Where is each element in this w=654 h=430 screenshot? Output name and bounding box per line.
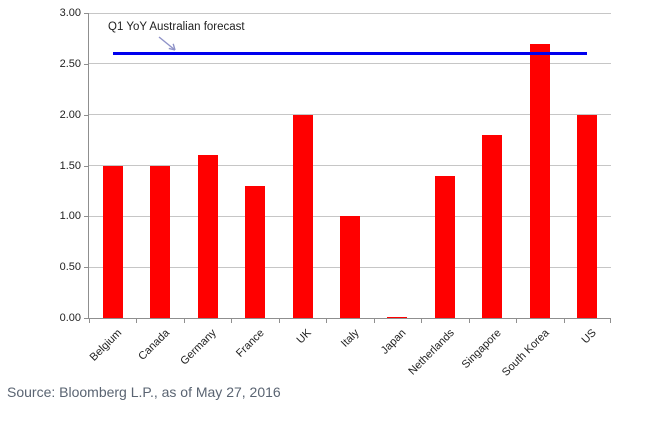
x-tick-mark: [89, 318, 90, 323]
bar: [102, 165, 123, 318]
bar: [434, 175, 455, 318]
bar: [482, 135, 503, 318]
x-category-label: Canada: [135, 327, 172, 363]
gridline: [89, 165, 611, 166]
x-category-label: Japan: [379, 327, 409, 357]
y-tick-label: 1.00: [59, 210, 81, 223]
y-tick-mark: [84, 216, 89, 218]
y-tick-mark: [84, 13, 89, 14]
x-category-label: France: [233, 327, 267, 360]
bar: [340, 216, 360, 318]
x-category-label: UK: [294, 327, 315, 347]
y-tick-mark: [84, 318, 89, 319]
bar: [387, 316, 408, 318]
x-category-label: Netherlands: [405, 327, 457, 378]
annotation-arrow-icon: [158, 36, 176, 51]
bar: [150, 165, 171, 318]
x-tick-mark: [231, 318, 233, 323]
x-category-label: South Korea: [499, 327, 552, 379]
x-tick-mark: [136, 318, 138, 323]
bar: [245, 185, 266, 318]
x-category-label: Belgium: [87, 327, 125, 364]
y-tick-mark: [84, 267, 89, 269]
gridline: [89, 12, 611, 14]
gridline: [89, 63, 611, 65]
x-tick-mark: [610, 318, 611, 323]
plot-area: 0.00 0.50 1.00 1.50 2.00 2.50 3.00 Belgium Canad…: [60, 7, 611, 379]
gridline: [89, 114, 611, 116]
x-tick-mark: [563, 318, 565, 323]
y-tick-label: 0.50: [59, 261, 81, 274]
x-category-label: Germany: [178, 327, 220, 368]
x-tick-mark: [468, 318, 470, 323]
y-tick-label: 0.00: [59, 312, 81, 324]
y-tick-label: 2.00: [59, 108, 81, 121]
y-tick-mark: [84, 114, 89, 116]
forecast-line: [112, 52, 588, 56]
bar: [577, 114, 598, 318]
y-tick-label: 2.50: [59, 57, 81, 70]
x-category-label: Singapore: [459, 327, 504, 371]
x-category-label: Italy: [338, 327, 362, 350]
x-tick-mark: [183, 318, 185, 323]
x-tick-mark: [326, 318, 328, 323]
x-tick-mark: [373, 318, 375, 323]
forecast-annotation-label: Q1 YoY Australian forecast: [108, 21, 245, 33]
y-tick-mark: [84, 165, 89, 167]
x-tick-mark: [421, 318, 423, 323]
x-category-label: US: [579, 327, 599, 347]
x-tick-mark: [278, 318, 280, 323]
bar: [292, 114, 313, 318]
x-tick-mark: [516, 318, 518, 323]
y-tick-label: 3.00: [59, 7, 81, 19]
y-tick-mark: [84, 63, 89, 65]
y-tick-label: 1.50: [59, 159, 81, 172]
bar: [529, 43, 550, 318]
bar: [197, 155, 218, 318]
source-text: Source: Bloomberg L.P., as of May 27, 20…: [7, 384, 281, 400]
